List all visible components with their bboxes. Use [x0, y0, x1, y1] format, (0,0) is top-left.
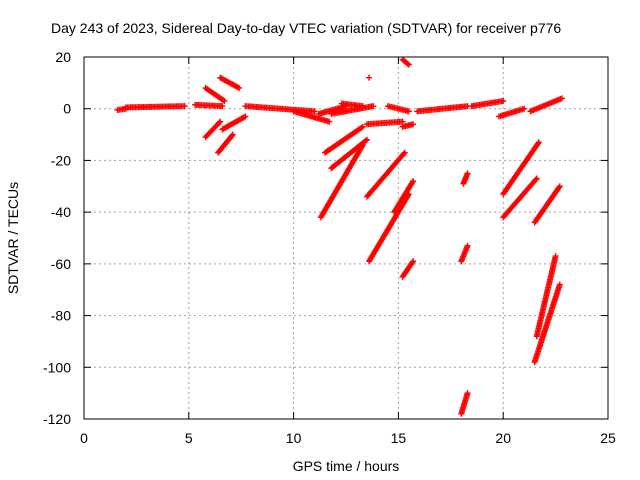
data-point [521, 105, 528, 112]
data-point [405, 108, 412, 115]
data-point [410, 178, 417, 185]
data-point [229, 131, 236, 138]
y-tick-label: -60 [51, 256, 71, 272]
y-tick-label: -100 [43, 359, 71, 375]
x-tick-label: 5 [185, 430, 193, 446]
data-point [216, 119, 223, 126]
data-point [556, 183, 563, 190]
x-tick-label: 20 [495, 430, 511, 446]
data-point [221, 97, 228, 104]
y-tick-label: -80 [51, 308, 71, 324]
y-tick-label: 0 [63, 101, 71, 117]
data-point [555, 184, 562, 191]
data-point [370, 103, 377, 110]
x-tick-labels: 0 5 10 15 20 25 [80, 430, 616, 446]
data-point [535, 139, 542, 146]
y-tick-label: 20 [55, 49, 71, 65]
data-point [532, 176, 539, 183]
y-tick-label: -40 [51, 204, 71, 220]
data-point [311, 108, 318, 115]
data-point [399, 118, 406, 125]
data-point [236, 85, 243, 92]
data-point [181, 103, 188, 110]
plot-frame [83, 56, 609, 420]
data-point [401, 149, 408, 156]
y-tick-label: -120 [43, 411, 71, 427]
data-point [464, 170, 471, 177]
data-points [114, 56, 565, 417]
data-point [410, 258, 417, 265]
y-tick-labels: 20 0 -20 -40 -60 -80 -100 -120 [43, 49, 71, 427]
data-point [326, 118, 333, 125]
chart-title: Day 243 of 2023, Sidereal Day-to-day VTE… [51, 20, 561, 36]
x-tick-label: 0 [80, 430, 88, 446]
data-point [533, 175, 540, 182]
data-point [558, 95, 565, 102]
data-point [359, 123, 366, 130]
data-point [405, 61, 412, 68]
x-axis-label: GPS time / hours [293, 458, 400, 474]
y-axis-label: SDTVAR / TECUs [5, 182, 21, 294]
data-point [556, 281, 563, 288]
data-point [228, 132, 235, 139]
data-point [464, 390, 471, 397]
data-point [242, 113, 249, 120]
data-point [400, 150, 407, 157]
data-point [500, 97, 507, 104]
data-point [410, 121, 417, 128]
x-tick-label: 25 [600, 430, 616, 446]
data-point [359, 141, 366, 148]
data-point [362, 137, 369, 144]
x-tick-label: 15 [391, 430, 407, 446]
data-point [464, 242, 471, 249]
y-tick-label: -20 [51, 152, 71, 168]
axis-ticks [83, 56, 609, 420]
data-point [363, 136, 370, 143]
data-point [366, 74, 373, 81]
data-point [217, 118, 224, 125]
data-point [409, 259, 416, 266]
data-point [219, 103, 226, 110]
data-point [552, 253, 559, 260]
x-tick-label: 10 [286, 430, 302, 446]
data-point [404, 60, 411, 67]
